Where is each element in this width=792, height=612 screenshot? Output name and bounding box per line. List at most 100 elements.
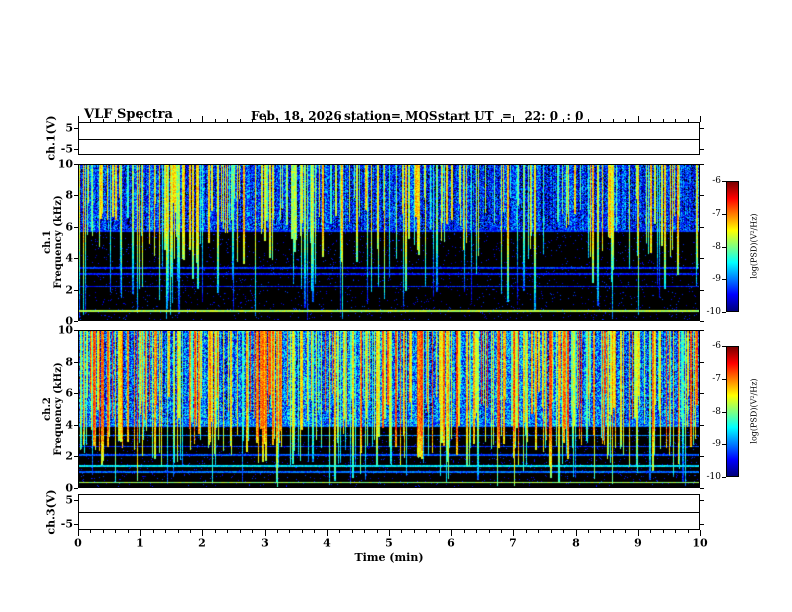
tick-mark: [178, 530, 179, 533]
ch3-voltage-ylabel: ch.3(V): [44, 489, 58, 535]
tick-mark: [700, 425, 704, 426]
tick-mark: [513, 530, 514, 536]
tick-mark: [401, 530, 402, 533]
tick-mark: [140, 530, 141, 533]
tick-mark: [115, 530, 116, 533]
freq-tick-label: 4: [65, 418, 73, 432]
tick-mark: [551, 530, 552, 533]
freq-tick-label: 6: [65, 386, 73, 400]
tick-mark: [364, 530, 365, 533]
colorbar-tick-label: -8: [712, 242, 721, 252]
tick-mark: [613, 530, 614, 533]
tick-mark: [663, 530, 664, 533]
plot-title: VLF Spectra: [84, 107, 173, 122]
tick-mark: [638, 530, 639, 536]
ch2-colorbar: [726, 346, 739, 477]
x-tick-label: 7: [509, 536, 517, 550]
ch2-spectrogram-canvas: [79, 331, 699, 487]
freq-tick-label: 0: [65, 314, 73, 328]
ch2-label: ch.2: [42, 397, 53, 421]
colorbar-tick-label: -10: [706, 472, 722, 482]
tick-mark: [650, 530, 651, 533]
tick-mark: [700, 362, 704, 363]
tick-mark: [700, 227, 704, 228]
colorbar-tick-label: -7: [712, 374, 721, 384]
tick-mark: [128, 530, 129, 533]
ch1-colorbar: [726, 181, 739, 312]
ch1-spectrogram-canvas: [79, 165, 699, 320]
colorbar-tick-label: -6: [712, 176, 721, 186]
frequency-axis-label: Frequency (kHz): [53, 362, 64, 456]
tick-mark: [501, 530, 502, 533]
tick-mark: [722, 477, 726, 478]
freq-tick-label: 4: [65, 251, 73, 265]
tick-mark: [74, 488, 78, 489]
tick-mark: [675, 530, 676, 533]
ch2-colorbar-label: log(PSD)(V²/Hz): [749, 378, 759, 444]
tick-mark: [103, 530, 104, 533]
colorbar-tick-label: -9: [712, 274, 721, 284]
tick-mark: [526, 530, 527, 533]
tick-mark: [464, 530, 465, 533]
tick-mark: [227, 530, 228, 533]
tick-mark: [476, 530, 477, 533]
tick-mark: [240, 530, 241, 533]
colorbar-tick-label: -6: [712, 341, 721, 351]
tick-mark: [439, 530, 440, 533]
plot-station: station= MOS: [344, 109, 438, 123]
colorbar-tick-label: -9: [712, 439, 721, 449]
time-axis-label: Time (min): [354, 551, 424, 564]
ch1-colorbar-canvas: [727, 182, 738, 311]
freq-tick-label: 2: [65, 283, 73, 297]
ch1-spectrogram-ylabel: ch.1 Frequency (kHz): [42, 195, 64, 288]
ch1-colorbar-label: log(PSD)(V²/Hz): [749, 213, 759, 279]
tick-mark: [289, 530, 290, 533]
tick-mark: [700, 116, 701, 122]
tick-mark: [265, 530, 266, 533]
tick-mark: [352, 530, 353, 533]
ch1-voltage-ylabel-text: ch.1(V): [44, 115, 58, 161]
plot-date: Feb. 18, 2026: [251, 109, 342, 123]
x-tick-label: 3: [261, 536, 269, 550]
freq-tick-label: 6: [65, 220, 73, 234]
tick-mark: [451, 530, 452, 533]
ch1-voltage-ylabel: ch.1(V): [44, 115, 58, 161]
tick-mark: [600, 530, 601, 533]
ch3-voltage-trace: [79, 512, 699, 513]
x-tick-label: 8: [572, 536, 580, 550]
tick-mark: [700, 530, 701, 533]
tick-mark: [389, 530, 390, 536]
tick-mark: [700, 393, 704, 394]
ch1-voltage-trace: [79, 138, 699, 140]
tick-mark: [90, 530, 91, 533]
freq-tick-label: 10: [57, 157, 73, 171]
tick-mark: [700, 530, 701, 536]
tick-mark: [513, 530, 514, 533]
tick-mark: [414, 530, 415, 533]
ch1-label: ch.1: [42, 230, 53, 254]
tick-mark: [377, 530, 378, 533]
voltage-tick-label: 5: [65, 493, 73, 507]
tick-mark: [700, 164, 704, 165]
tick-mark: [588, 530, 589, 533]
x-tick-label: 9: [634, 536, 642, 550]
voltage-tick-label: -5: [60, 517, 73, 531]
freq-tick-label: 2: [65, 449, 73, 463]
ch3-voltage-panel: [78, 494, 700, 530]
x-tick-label: 0: [74, 536, 82, 550]
colorbar-tick-label: -8: [712, 407, 721, 417]
tick-mark: [314, 530, 315, 533]
tick-mark: [700, 321, 704, 322]
tick-mark: [78, 530, 79, 533]
freq-tick-label: 0: [65, 481, 73, 495]
freq-tick-label: 8: [65, 188, 73, 202]
tick-mark: [700, 456, 704, 457]
ch3-voltage-ylabel-text: ch.3(V): [44, 489, 58, 535]
tick-mark: [153, 530, 154, 533]
colorbar-tick-label: -7: [712, 209, 721, 219]
x-tick-label: 2: [198, 536, 206, 550]
x-tick-label: 4: [323, 536, 331, 550]
tick-mark: [700, 524, 704, 525]
tick-mark: [700, 149, 704, 150]
plot-start-ut: start UT = 22: 0 : 0: [438, 109, 584, 123]
